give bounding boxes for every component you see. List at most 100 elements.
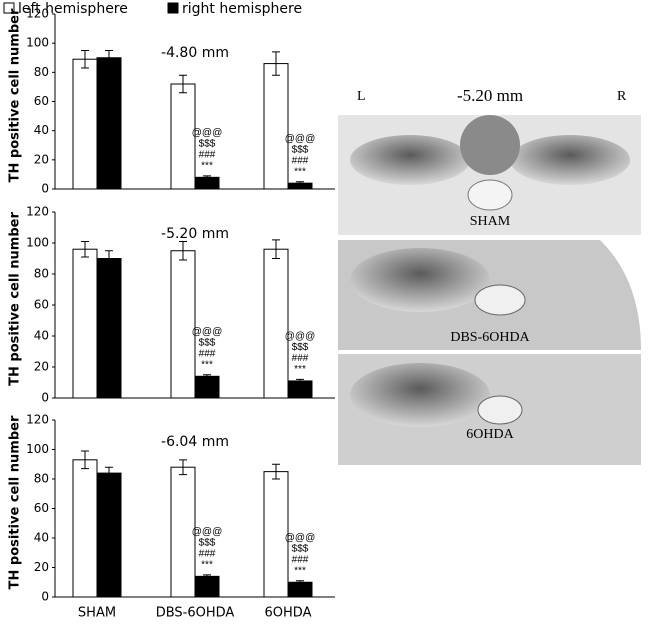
significance-label: *** — [201, 359, 213, 370]
error-bar — [105, 250, 113, 267]
image-title: -5.20 mm — [457, 86, 523, 105]
image-label: SHAM — [470, 214, 511, 229]
significance-label: @@@ — [192, 128, 222, 139]
y-tick-label: 20 — [34, 152, 49, 166]
y-tick-label: 40 — [34, 123, 49, 137]
significance-label: $$$ — [292, 543, 309, 554]
error-bar — [105, 49, 113, 66]
significance-label: @@@ — [285, 133, 315, 144]
error-bar — [272, 239, 280, 259]
y-axis-label: TH positive cell number — [8, 415, 23, 589]
y-tick-label: 80 — [34, 65, 49, 79]
legend-swatch — [167, 2, 179, 14]
x-tick-label: DBS-6OHDA — [156, 606, 235, 621]
bar — [170, 83, 196, 190]
bar — [96, 258, 122, 399]
significance-label: ### — [292, 353, 309, 364]
significance-label: *** — [294, 565, 306, 576]
bar — [263, 248, 289, 399]
error-bar — [272, 51, 280, 76]
significance-label: $$$ — [292, 144, 309, 155]
image-right-label: R — [617, 89, 627, 104]
y-tick-label: 0 — [41, 182, 49, 196]
error-bar — [81, 450, 89, 470]
significance-label: @@@ — [285, 331, 315, 342]
error-bar — [296, 378, 304, 383]
error-bar — [272, 463, 280, 480]
x-tick-label: SHAM — [78, 606, 116, 621]
y-tick-label: 80 — [34, 472, 49, 486]
bar — [263, 471, 289, 598]
y-tick-label: 80 — [34, 267, 49, 281]
y-tick-label: 120 — [26, 205, 49, 219]
y-tick-label: 20 — [34, 560, 49, 574]
significance-label: $$$ — [199, 538, 216, 549]
y-tick-label: 60 — [34, 298, 49, 312]
y-tick-label: 60 — [34, 94, 49, 108]
significance-label: *** — [294, 166, 306, 177]
y-tick-label: 100 — [26, 442, 49, 456]
panel-title: -5.20 mm — [161, 226, 229, 242]
significance-label: @@@ — [285, 532, 315, 543]
error-bar — [105, 466, 113, 480]
y-axis-label: TH positive cell number — [8, 8, 23, 182]
bar — [287, 380, 313, 399]
significance-label: ### — [199, 348, 216, 359]
significance-label: ### — [292, 155, 309, 166]
panel-title: -4.80 mm — [161, 45, 229, 61]
micrograph — [338, 354, 641, 465]
error-bar — [203, 175, 211, 180]
image-left-label: L — [357, 89, 366, 104]
error-bar — [203, 574, 211, 579]
y-tick-label: 0 — [41, 391, 49, 405]
micrograph — [338, 115, 641, 235]
significance-label: @@@ — [192, 326, 222, 337]
significance-label: *** — [201, 560, 213, 571]
y-tick-label: 100 — [26, 36, 49, 50]
bar — [72, 248, 98, 399]
significance-label: $$$ — [199, 337, 216, 348]
micrograph — [338, 240, 641, 350]
y-tick-label: 40 — [34, 531, 49, 545]
error-bar — [179, 74, 187, 94]
error-bar — [296, 580, 304, 585]
significance-label: @@@ — [192, 527, 222, 538]
bar — [170, 250, 196, 399]
error-bar — [179, 240, 187, 261]
y-tick-label: 120 — [26, 413, 49, 427]
bar — [194, 575, 220, 598]
significance-label: *** — [201, 161, 213, 172]
bar — [96, 57, 122, 190]
legend-label: right hemisphere — [182, 1, 302, 17]
bar — [263, 63, 289, 190]
error-bar — [296, 181, 304, 186]
image-label: 6OHDA — [466, 427, 514, 442]
y-tick-label: 60 — [34, 501, 49, 515]
legend-label: left hemisphere — [18, 1, 128, 17]
y-tick-label: 40 — [34, 329, 49, 343]
error-bar — [203, 374, 211, 379]
significance-label: ### — [292, 554, 309, 565]
image-label: DBS-6OHDA — [450, 330, 530, 345]
error-bar — [179, 459, 187, 476]
y-tick-label: 100 — [26, 236, 49, 250]
y-tick-label: 20 — [34, 360, 49, 374]
significance-label: $$$ — [199, 139, 216, 150]
error-bar — [81, 49, 89, 69]
y-tick-label: 120 — [26, 7, 49, 21]
panel-title: -6.04 mm — [161, 434, 229, 450]
significance-label: $$$ — [292, 342, 309, 353]
significance-label: *** — [294, 364, 306, 375]
x-tick-label: 6OHDA — [265, 606, 312, 621]
significance-label: ### — [199, 549, 216, 560]
bar — [72, 58, 98, 190]
legend-swatch — [3, 2, 15, 14]
error-bar — [81, 240, 89, 258]
bar — [194, 375, 220, 399]
bar — [96, 472, 122, 598]
y-axis-label: TH positive cell number — [8, 212, 23, 386]
significance-label: ### — [199, 150, 216, 161]
bar — [72, 459, 98, 598]
